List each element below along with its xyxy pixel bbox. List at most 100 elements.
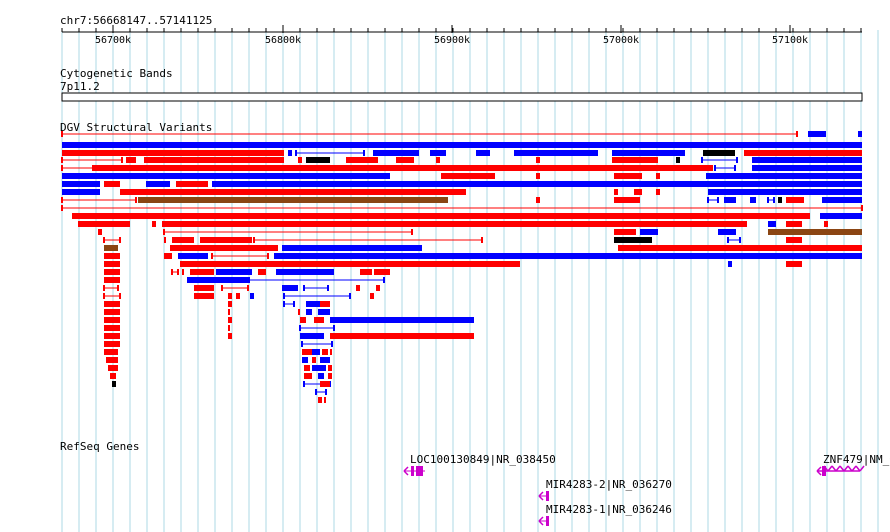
variant-bar[interactable] <box>138 197 448 203</box>
variant-bar[interactable] <box>750 197 756 203</box>
variant-bar[interactable] <box>612 150 685 156</box>
variant-bar[interactable] <box>324 397 326 403</box>
variant-bar[interactable] <box>104 349 118 355</box>
variant-bar[interactable] <box>346 157 378 163</box>
variant-bar[interactable] <box>718 229 736 235</box>
gene-label[interactable]: ZNF479|NM_0 <box>823 453 890 466</box>
variant-bar[interactable] <box>304 365 310 371</box>
variant-bar[interactable] <box>228 301 232 307</box>
variant-bar[interactable] <box>180 261 520 267</box>
variant-bar[interactable] <box>436 157 440 163</box>
variant-bar[interactable] <box>200 237 252 243</box>
variant-bar[interactable] <box>162 221 747 227</box>
variant-bar[interactable] <box>104 333 120 339</box>
variant-bar[interactable] <box>328 365 332 371</box>
variant-bar[interactable] <box>330 349 332 355</box>
gene-exon[interactable] <box>411 466 414 476</box>
variant-bar[interactable] <box>98 229 102 235</box>
variant-bar[interactable] <box>170 245 278 251</box>
variant-bar[interactable] <box>778 197 782 203</box>
gene-exon[interactable] <box>822 466 826 476</box>
variant-bar[interactable] <box>302 357 308 363</box>
variant-bar[interactable] <box>236 293 240 299</box>
variant-bar[interactable] <box>188 277 250 283</box>
variant-bar[interactable] <box>752 165 862 171</box>
variant-bar[interactable] <box>330 333 474 339</box>
gene-exon[interactable] <box>546 491 549 501</box>
variant-bar[interactable] <box>728 261 732 267</box>
variant-bar[interactable] <box>476 150 490 156</box>
variant-bar[interactable] <box>752 157 862 163</box>
variant-bar[interactable] <box>536 173 540 179</box>
variant-bar[interactable] <box>312 357 316 363</box>
variant-bar[interactable] <box>144 157 284 163</box>
variant-bar[interactable] <box>176 181 208 187</box>
variant-bar[interactable] <box>656 173 660 179</box>
variant-bar[interactable] <box>104 181 120 187</box>
variant-bar[interactable] <box>612 157 658 163</box>
variant-bar[interactable] <box>330 317 474 323</box>
variant-bar[interactable] <box>786 197 804 203</box>
gene-exon[interactable] <box>546 516 549 526</box>
variant-bar[interactable] <box>250 293 254 299</box>
variant-bar[interactable] <box>78 221 130 227</box>
variant-bar[interactable] <box>373 150 419 156</box>
variant-bar[interactable] <box>276 269 334 275</box>
variant-bar[interactable] <box>62 173 390 179</box>
variant-bar[interactable] <box>172 237 194 243</box>
variant-bar[interactable] <box>62 189 100 195</box>
variant-bar[interactable] <box>320 381 330 387</box>
variant-bar[interactable] <box>288 150 292 156</box>
variant-bar[interactable] <box>808 131 826 137</box>
variant-bar[interactable] <box>62 181 100 187</box>
variant-bar[interactable] <box>228 293 232 299</box>
variant-bar[interactable] <box>640 229 658 235</box>
variant-bar[interactable] <box>228 325 230 331</box>
variant-bar[interactable] <box>178 253 208 259</box>
variant-bar[interactable] <box>703 150 735 156</box>
gene-label[interactable]: MIR4283-1|NR_036246 <box>546 503 672 516</box>
variant-bar[interactable] <box>104 277 120 283</box>
variant-bar[interactable] <box>274 253 862 259</box>
variant-bar[interactable] <box>104 253 120 259</box>
variant-bar[interactable] <box>744 150 862 156</box>
variant-bar[interactable] <box>190 269 214 275</box>
variant-bar[interactable] <box>430 150 446 156</box>
variant-bar[interactable] <box>858 131 862 137</box>
variant-bar[interactable] <box>356 285 360 291</box>
variant-bar[interactable] <box>104 269 120 275</box>
variant-bar[interactable] <box>614 197 640 203</box>
variant-bar[interactable] <box>104 325 120 331</box>
variant-bar[interactable] <box>536 157 540 163</box>
variant-bar[interactable] <box>300 333 324 339</box>
gene-label[interactable]: MIR4283-2|NR_036270 <box>546 478 672 491</box>
variant-bar[interactable] <box>318 397 322 403</box>
variant-bar[interactable] <box>824 221 828 227</box>
variant-bar[interactable] <box>258 269 266 275</box>
variant-bar[interactable] <box>298 309 300 315</box>
variant-bar[interactable] <box>634 189 642 195</box>
variant-bar[interactable] <box>62 142 862 148</box>
variant-bar[interactable] <box>104 301 120 307</box>
variant-bar[interactable] <box>164 237 166 243</box>
variant-bar[interactable] <box>108 365 118 371</box>
variant-bar[interactable] <box>152 221 156 227</box>
variant-bar[interactable] <box>112 381 116 387</box>
gene-exon[interactable] <box>416 466 423 476</box>
variant-bar[interactable] <box>312 349 320 355</box>
variant-bar[interactable] <box>306 157 330 163</box>
variant-bar[interactable] <box>106 357 118 363</box>
variant-bar[interactable] <box>306 301 320 307</box>
variant-bar[interactable] <box>322 349 328 355</box>
variant-bar[interactable] <box>656 189 660 195</box>
variant-bar[interactable] <box>164 253 172 259</box>
variant-bar[interactable] <box>72 213 810 219</box>
variant-bar[interactable] <box>228 309 230 315</box>
variant-bar[interactable] <box>92 165 712 171</box>
variant-bar[interactable] <box>146 181 170 187</box>
variant-bar[interactable] <box>302 349 312 355</box>
variant-bar[interactable] <box>376 285 380 291</box>
variant-bar[interactable] <box>312 365 326 371</box>
variant-bar[interactable] <box>320 357 330 363</box>
variant-bar[interactable] <box>104 309 120 315</box>
